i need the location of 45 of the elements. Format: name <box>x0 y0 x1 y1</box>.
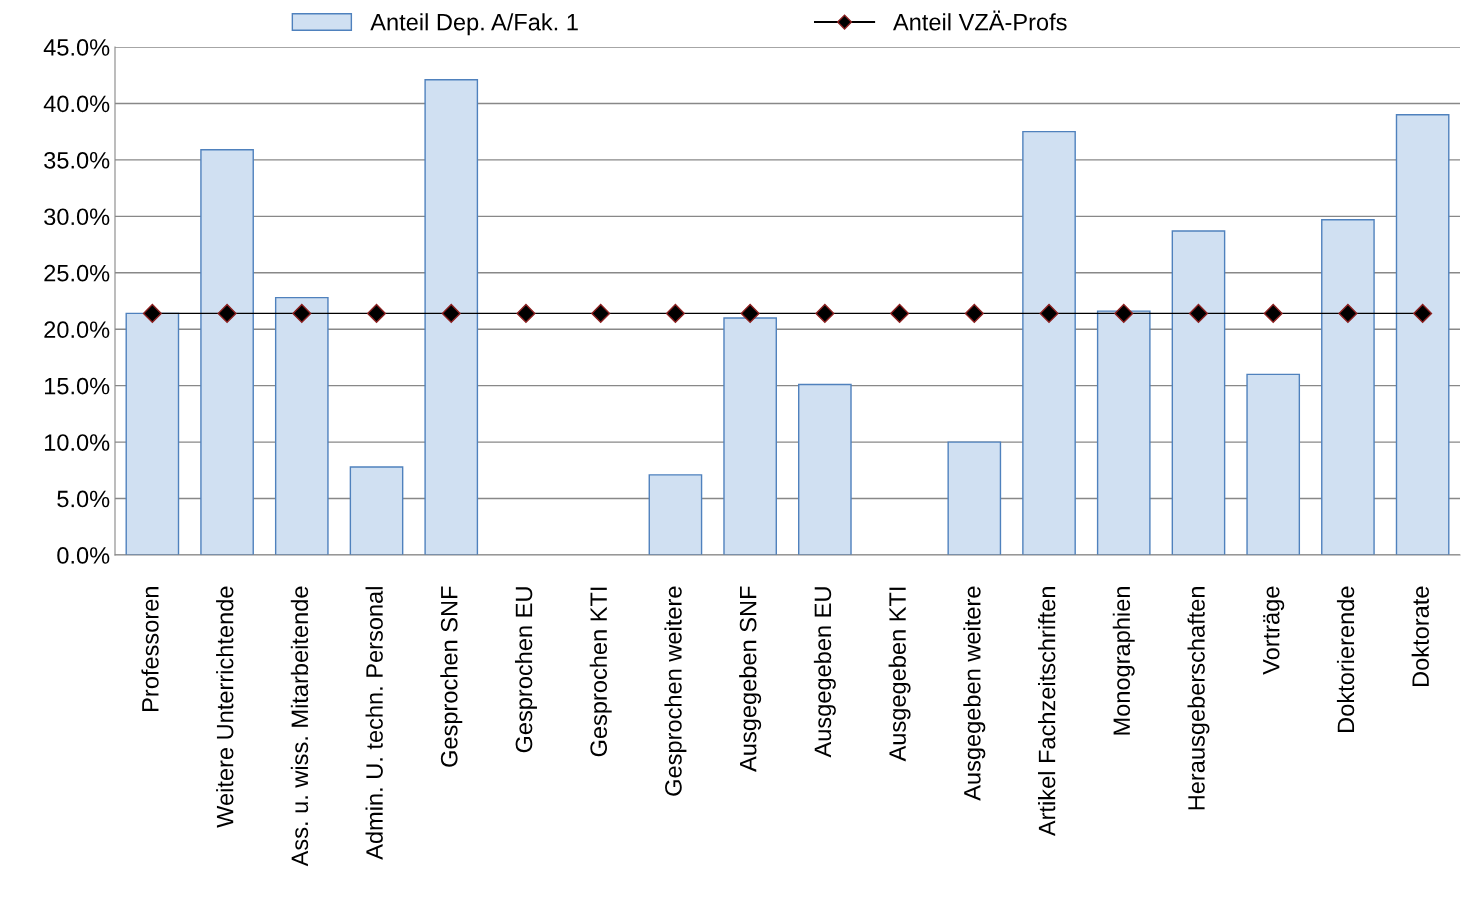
x-tick-label: Weitere Unterrichtende <box>216 586 234 828</box>
y-tick-label: 0.0% <box>57 547 110 564</box>
x-tick-label: Admin. U. techn. Personal <box>365 587 383 860</box>
bar <box>200 149 254 555</box>
x-tick-label: Gesprochen weitere <box>664 586 687 796</box>
bar <box>1395 114 1450 555</box>
bar <box>1246 373 1301 555</box>
y-tick-label: 15.0% <box>44 377 110 395</box>
bar <box>1171 230 1226 555</box>
y-tick-label: 20.0% <box>44 321 110 339</box>
bar <box>648 474 703 555</box>
x-tick-label: Ausgegeben EU <box>813 587 836 758</box>
x-tick-label: Gesprochen EU <box>514 587 537 753</box>
x-tick-label: Gesprochen KTI <box>589 587 612 757</box>
bar <box>1321 219 1375 555</box>
x-tick-label: Vorträge <box>1263 586 1285 675</box>
x-tick-label: Professoren <box>141 587 159 711</box>
bar <box>798 383 852 555</box>
bar <box>349 466 404 555</box>
x-tick-label: Ass. u. wiss. Mitarbeitende <box>290 586 309 867</box>
x-tick-label: Artikel Fachzeitschriften <box>1038 587 1056 837</box>
x-tick-label: Doktorierende <box>1336 586 1355 732</box>
y-tick-label: 30.0% <box>44 208 110 226</box>
y-tick-label: 10.0% <box>44 434 110 451</box>
bar <box>1022 130 1076 555</box>
x-tick-label: Ausgegeben weitere <box>963 586 986 801</box>
legend-label: Anteil Dep. A/Fak. 1 <box>370 13 578 36</box>
bar <box>723 317 777 555</box>
x-tick-label: Herausgeberschaften <box>1187 587 1210 810</box>
bar <box>947 441 1002 555</box>
legend-label: Anteil VZÄ-Profs <box>893 10 1067 31</box>
y-tick-label: 35.0% <box>44 151 110 169</box>
y-tick-label: 5.0% <box>57 490 110 508</box>
x-tick-label: Gesprochen SNF <box>440 586 463 767</box>
bar <box>1096 310 1151 555</box>
x-tick-label: Ausgegeben SNF <box>739 586 762 772</box>
x-tick-label: Ausgegeben KTI <box>888 587 911 762</box>
bar <box>125 312 180 555</box>
x-tick-label: Doktorate <box>1411 586 1429 686</box>
y-tick-label: 25.0% <box>44 264 110 282</box>
x-tick-label: Monographien <box>1112 587 1135 735</box>
bar <box>424 79 479 555</box>
bar <box>274 296 329 555</box>
y-tick-label: 45.0% <box>43 39 110 56</box>
y-tick-label: 40.0% <box>43 95 110 113</box>
